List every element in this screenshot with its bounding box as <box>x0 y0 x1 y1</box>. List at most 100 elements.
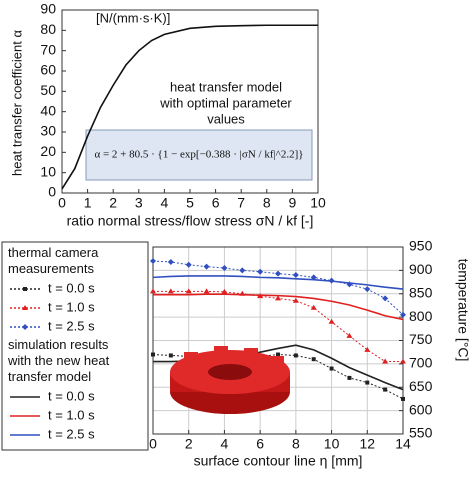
y-tick-label: 20 <box>40 143 56 159</box>
y-tick-label: 60 <box>40 62 56 78</box>
marker <box>276 352 280 357</box>
marker <box>310 304 317 310</box>
marker <box>203 288 210 294</box>
x-tick-label: 0 <box>58 195 66 211</box>
y-tick-label: 700 <box>409 355 433 371</box>
legend-label: t = 1.0 s <box>48 299 95 314</box>
x-tick-label: 1 <box>84 195 92 211</box>
legend-title: simulation results with the new heat trans… <box>7 337 110 384</box>
x-tick-label: 2 <box>185 436 193 452</box>
legend-label: t = 0.0 s <box>48 388 95 403</box>
x-axis-label: surface contour line η [mm] <box>194 453 363 469</box>
x-tick-label: 0 <box>149 436 157 452</box>
x-tick-label: 10 <box>324 436 340 452</box>
y-tick-label: 600 <box>409 401 433 417</box>
marker <box>382 358 389 364</box>
plot-frame <box>152 246 404 435</box>
x-tick-label: 4 <box>221 436 229 452</box>
marker <box>150 258 156 265</box>
marker <box>151 352 155 357</box>
marker <box>239 267 246 274</box>
gear-illustration <box>170 346 290 414</box>
series-line <box>152 275 404 290</box>
x-tick-label: 14 <box>395 436 411 452</box>
marker <box>311 357 316 362</box>
annotation: values <box>207 111 245 126</box>
legend-label: t = 1.0 s <box>48 407 95 422</box>
x-tick-label: 7 <box>237 195 245 211</box>
x-tick-label: 9 <box>289 195 297 211</box>
x-tick-label: 5 <box>186 195 194 211</box>
y-tick-label: 0 <box>48 184 56 200</box>
x-tick-label: 6 <box>212 195 220 211</box>
series-line <box>153 293 404 321</box>
x-tick-label: 2 <box>109 195 117 211</box>
marker <box>167 288 174 294</box>
marker <box>221 265 228 272</box>
formula: α = 2 + 80.5 · {1 − exp[−0.388 · |σN / k… <box>94 149 303 161</box>
legend-marker <box>22 305 28 310</box>
legend-label: t = 2.5 s <box>48 426 95 441</box>
x-axis-label: ratio normal stress/flow stress σN / kf … <box>67 213 314 229</box>
legend-title: thermal camera measurements <box>8 245 99 276</box>
x-tick-label: 8 <box>292 436 300 452</box>
marker <box>346 332 353 338</box>
marker <box>328 318 335 324</box>
legend-marker <box>23 287 27 291</box>
marker <box>401 396 405 401</box>
x-tick-label: 3 <box>135 195 143 211</box>
marker <box>275 295 281 301</box>
marker <box>383 387 388 392</box>
marker <box>203 263 210 270</box>
y-tick-label: 70 <box>40 41 56 57</box>
y-tick-label: 30 <box>40 123 56 139</box>
marker <box>347 375 352 380</box>
x-tick-label: 8 <box>263 195 271 211</box>
marker <box>275 270 281 277</box>
formula-box <box>85 129 313 181</box>
y-tick-label: 10 <box>40 163 56 179</box>
marker <box>167 258 174 265</box>
marker <box>292 297 299 303</box>
y-tick-label: 950 <box>409 238 433 254</box>
y-tick-label: 90 <box>40 1 56 17</box>
y-tick-label: 40 <box>40 102 56 118</box>
marker <box>382 295 389 302</box>
y-axis-label: heat transfer coefficient α <box>9 30 24 177</box>
unit-label: [N/(mm·s·K)] <box>96 10 170 25</box>
marker <box>185 288 192 294</box>
marker <box>364 346 371 352</box>
y-tick-label: 80 <box>40 21 56 37</box>
y-tick-label: 900 <box>409 261 433 277</box>
marker <box>293 353 298 358</box>
marker <box>329 366 334 371</box>
y-tick-label: 850 <box>409 284 433 300</box>
legend-label: t = 2.5 s <box>48 318 95 333</box>
x-tick-label: 4 <box>161 195 169 211</box>
y-tick-label: 550 <box>409 425 433 441</box>
x-tick-label: 10 <box>310 195 326 211</box>
y-tick-label: 750 <box>409 331 433 347</box>
marker <box>292 272 299 279</box>
annotation: with optimal parameter <box>159 95 292 110</box>
x-tick-label: 6 <box>256 436 264 452</box>
marker <box>364 286 371 293</box>
annotation: heat transfer model <box>170 79 282 94</box>
marker <box>257 268 264 275</box>
plot-frame <box>61 9 319 194</box>
marker <box>400 311 406 318</box>
legend-label: t = 0.0 s <box>48 280 95 295</box>
marker <box>365 380 370 385</box>
y-tick-label: 650 <box>409 378 433 394</box>
marker <box>400 358 406 364</box>
legend-marker <box>22 324 28 330</box>
y-axis-label: temperature [°C] <box>455 259 471 362</box>
marker <box>221 288 228 294</box>
y-tick-label: 50 <box>40 82 56 98</box>
marker <box>185 261 192 268</box>
series-line <box>61 24 318 190</box>
y-tick-label: 800 <box>409 308 433 324</box>
marker <box>168 353 173 358</box>
x-tick-label: 12 <box>359 436 375 452</box>
